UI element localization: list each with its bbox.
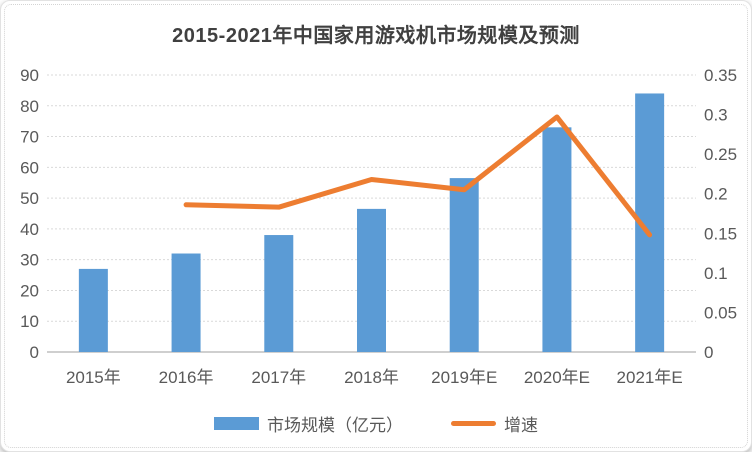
growth-line <box>183 114 653 238</box>
left-axis-tick-label: 60 <box>20 158 39 177</box>
left-axis-tick-label: 90 <box>20 66 39 85</box>
left-axis-tick-label: 50 <box>20 189 39 208</box>
bar <box>542 127 572 352</box>
right-axis-tick-label: 0.25 <box>704 145 737 164</box>
chart-legend: 市场规模（亿元） 增速 <box>1 411 751 436</box>
left-axis-tick-label: 20 <box>20 281 39 300</box>
legend-item-market-size: 市场规模（亿元） <box>214 411 403 436</box>
right-axis-tick-label: 0.05 <box>704 303 737 322</box>
right-axis-tick-label: 0.1 <box>704 264 728 283</box>
x-axis-category-label: 2017年 <box>251 368 306 387</box>
x-axis-category-label: 2019年E <box>431 368 497 387</box>
x-axis-category-label: 2016年 <box>159 368 214 387</box>
right-axis-tick-label: 0.15 <box>704 224 737 243</box>
right-axis-tick-label: 0.2 <box>704 185 728 204</box>
x-axis-category-label: 2018年 <box>344 368 399 387</box>
bar <box>357 208 386 352</box>
chart-title: 2015-2021年中国家用游戏机市场规模及预测 <box>172 25 580 47</box>
bar <box>264 235 294 352</box>
left-axis-tick-label: 30 <box>20 251 39 270</box>
right-axis-tick-label: 0.35 <box>704 66 737 85</box>
x-axis-category-label: 2015年 <box>66 368 121 387</box>
left-axis-tick-label: 40 <box>20 220 39 239</box>
legend-line-swatch <box>451 421 496 426</box>
bar <box>78 268 108 352</box>
right-axis-tick-label: 0 <box>704 343 713 362</box>
left-axis-tick-label: 0 <box>30 343 39 362</box>
legend-bar-label: 市场规模（亿元） <box>267 416 403 435</box>
left-axis-tick-label: 10 <box>20 312 39 331</box>
left-axis-tick-label: 80 <box>20 97 39 116</box>
x-axis-category-label: 2021年E <box>617 368 683 387</box>
bar <box>171 253 201 352</box>
legend-item-growth: 增速 <box>451 411 538 436</box>
right-axis-tick-label: 0.3 <box>704 106 728 125</box>
left-axis-tick-label: 70 <box>20 128 39 147</box>
legend-line-label: 增速 <box>504 416 538 435</box>
x-axis-category-label: 2020年E <box>524 368 590 387</box>
bar <box>449 178 479 352</box>
legend-bar-swatch <box>214 417 259 430</box>
